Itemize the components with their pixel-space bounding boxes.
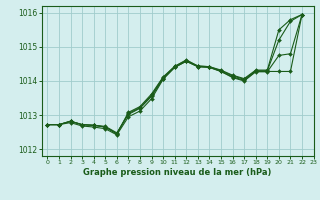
X-axis label: Graphe pression niveau de la mer (hPa): Graphe pression niveau de la mer (hPa) [84,168,272,177]
